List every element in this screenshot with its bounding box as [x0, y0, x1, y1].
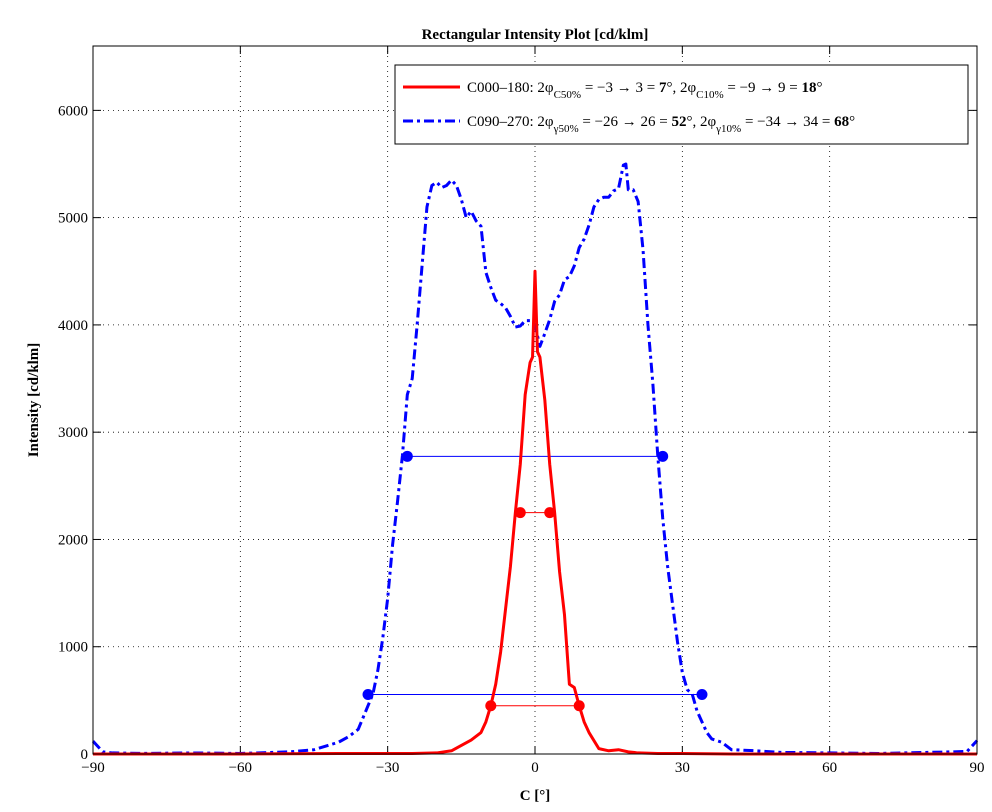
beam-angle-marker-c000-180	[514, 507, 526, 519]
x-tick-label: −90	[81, 760, 104, 776]
legend: C000–180: 2φC50% = −3 → 3 = 7°, 2φC10% =…	[394, 64, 969, 145]
beam-angle-markers	[362, 450, 708, 712]
y-tick-label: 5000	[58, 211, 88, 227]
x-tick-label: 0	[531, 760, 539, 776]
beam-angle-marker-c090-270	[362, 688, 374, 700]
y-tick-label: 0	[81, 747, 89, 763]
y-tick-label: 3000	[58, 425, 88, 441]
grid	[93, 46, 977, 754]
x-axis-label: C [°]	[520, 788, 551, 804]
y-tick-label: 4000	[58, 318, 88, 334]
y-axis-label: Intensity [cd/klm]	[26, 343, 42, 458]
chart-title: Rectangular Intensity Plot [cd/klm]	[422, 27, 649, 43]
x-tick-label: −30	[376, 760, 399, 776]
series-line-c000-180	[93, 269, 977, 756]
beam-angle-marker-c090-270	[401, 450, 413, 462]
x-tick-label: 30	[675, 760, 690, 776]
legend-entry-c000-180: C000–180: 2φC50% = −3 → 3 = 7°, 2φC10% =…	[467, 80, 823, 101]
x-tick-label: −60	[229, 760, 252, 776]
legend-box	[394, 64, 969, 145]
x-tick-label: 60	[822, 760, 837, 776]
x-tick-labels: −90 −60 −30 0 30 60 90	[81, 760, 984, 776]
beam-angle-marker-c000-180	[544, 507, 556, 519]
x-tick-label: 90	[970, 760, 985, 776]
series-layer	[91, 162, 979, 756]
y-tick-labels: 0 1000 2000 3000 4000 5000 6000	[58, 103, 88, 763]
series-line-c090-270	[91, 162, 979, 755]
y-tick-label: 2000	[58, 532, 88, 548]
legend-entry-c090-270: C090–270: 2φγ50% = −26 → 26 = 52°, 2φγ10…	[467, 114, 855, 135]
y-tick-label: 1000	[58, 640, 88, 656]
plot-area	[93, 46, 977, 754]
beam-angle-marker-c000-180	[485, 700, 497, 712]
beam-angle-marker-c000-180	[573, 700, 585, 712]
y-tick-label: 6000	[58, 103, 88, 119]
beam-angle-marker-c090-270	[696, 688, 708, 700]
beam-angle-marker-c090-270	[657, 450, 669, 462]
plot-frame	[92, 45, 978, 755]
